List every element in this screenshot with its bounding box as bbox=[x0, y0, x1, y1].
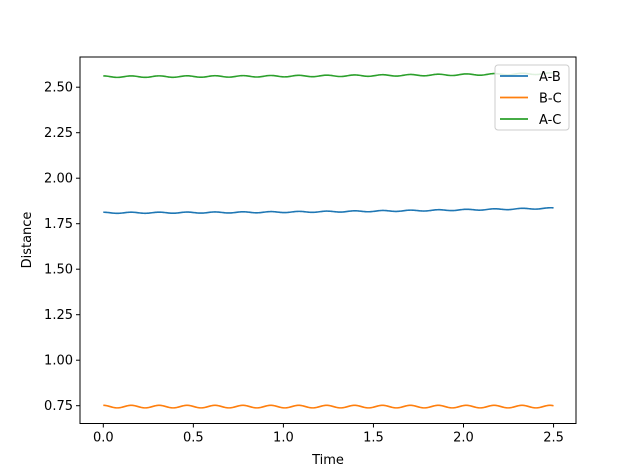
x-axis-label: Time bbox=[311, 453, 344, 468]
legend-box bbox=[494, 64, 570, 131]
y-tick-label: 1.50 bbox=[44, 263, 73, 278]
y-tick-label: 1.75 bbox=[44, 217, 73, 232]
x-tick-label: 1.5 bbox=[363, 431, 384, 446]
y-tick-label: 2.50 bbox=[44, 81, 73, 96]
axes-frame bbox=[79, 56, 577, 424]
y-axis-ticks: 0.75 1.00 1.25 1.50 1.75 2.00 2.25 2.50 bbox=[44, 81, 80, 414]
y-tick-label: 1.00 bbox=[44, 354, 73, 369]
y-tick-label: 2.25 bbox=[44, 126, 73, 141]
y-tick-label: 1.25 bbox=[44, 308, 73, 323]
series-line-a-b bbox=[103, 206, 554, 215]
y-axis-label: Distance bbox=[20, 212, 35, 269]
legend: A-B B-C A-C bbox=[494, 64, 570, 131]
series-line-a-c bbox=[103, 72, 554, 79]
x-tick-label: 0.0 bbox=[93, 431, 114, 446]
x-tick-label: 0.5 bbox=[183, 431, 204, 446]
y-tick-label: 2.00 bbox=[44, 172, 73, 187]
y-tick-label: 0.75 bbox=[44, 399, 73, 414]
plot-area bbox=[103, 72, 554, 409]
x-tick-label: 2.5 bbox=[543, 431, 564, 446]
x-tick-label: 2.0 bbox=[453, 431, 474, 446]
legend-label: A-C bbox=[539, 113, 561, 128]
series-line-b-c bbox=[103, 404, 554, 409]
legend-label: B-C bbox=[539, 92, 562, 107]
legend-label: A-B bbox=[539, 70, 561, 85]
x-axis-ticks: 0.0 0.5 1.0 1.5 2.0 2.5 bbox=[93, 423, 564, 446]
x-tick-label: 1.0 bbox=[273, 431, 294, 446]
